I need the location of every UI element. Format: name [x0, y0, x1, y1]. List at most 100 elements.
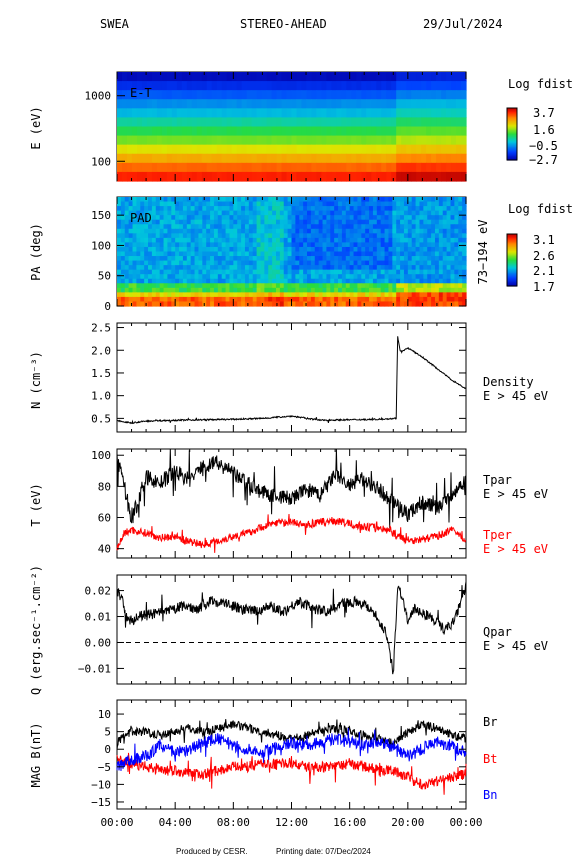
- et-cell: [366, 153, 372, 164]
- pad-cell: [438, 265, 444, 271]
- pad-cell: [124, 251, 130, 257]
- pad-cell: [450, 201, 455, 207]
- et-cell: [386, 90, 392, 100]
- et-colorbar-segment: [507, 152, 517, 155]
- et-cell: [161, 171, 168, 182]
- pad-cell: [279, 269, 285, 275]
- pad-cell: [310, 197, 316, 203]
- et-cell: [156, 108, 163, 119]
- pad-cell: [198, 224, 203, 230]
- et-cell: [296, 171, 303, 182]
- pad-cell: [291, 224, 296, 230]
- pad-cell: [279, 296, 285, 303]
- pad-cell: [434, 256, 440, 262]
- pad-cell: [442, 242, 448, 248]
- pad-cell: [202, 292, 207, 298]
- pad-cell: [128, 292, 134, 298]
- pad-cell: [403, 246, 409, 253]
- pad-cell: [221, 233, 227, 239]
- pad-cell: [369, 292, 374, 298]
- pad-cell: [244, 256, 250, 262]
- pad-cell: [268, 219, 273, 225]
- pad-cell: [148, 256, 153, 262]
- pad-cell: [392, 292, 397, 298]
- et-cell: [146, 126, 153, 137]
- pad-cell: [307, 237, 312, 244]
- pad-cell: [450, 251, 455, 257]
- pad-cell: [268, 233, 273, 239]
- et-colorbar-segment: [507, 127, 517, 130]
- pad-cell: [120, 206, 126, 212]
- pad-cell: [450, 228, 455, 234]
- et-cell: [236, 90, 243, 100]
- pad-cell: [458, 301, 463, 307]
- et-cell: [426, 72, 432, 82]
- pad-cell: [322, 237, 327, 244]
- density-ytick-label: 1.5: [91, 367, 111, 380]
- pad-cell: [380, 233, 386, 239]
- pad-cell: [268, 215, 273, 221]
- pad-cell: [392, 201, 397, 207]
- pad-cell: [202, 287, 207, 293]
- et-cell: [221, 171, 228, 182]
- pad-cell: [434, 269, 440, 275]
- et-cell: [166, 144, 173, 155]
- et-cell: [211, 162, 218, 173]
- pad-cell: [248, 265, 254, 271]
- pad-cell: [380, 283, 386, 289]
- pad-cell: [244, 301, 250, 307]
- pad-cell: [272, 224, 277, 230]
- pad-cell: [283, 260, 289, 266]
- pad-cell: [450, 224, 455, 230]
- pad-cell: [155, 269, 161, 275]
- pad-cell: [446, 278, 452, 284]
- et-cell: [186, 81, 193, 91]
- pad-cell: [283, 210, 289, 216]
- pad-cell: [163, 269, 169, 275]
- et-cell: [256, 171, 263, 182]
- pad-cell: [314, 301, 320, 307]
- pad-cell: [260, 265, 265, 271]
- pad-cell: [384, 215, 390, 221]
- pad-cell: [403, 260, 409, 266]
- pad-cell: [369, 274, 374, 280]
- pad-cell: [225, 210, 231, 216]
- pad-cell: [132, 197, 137, 203]
- pad-cell: [392, 233, 397, 239]
- pad-cell: [264, 283, 269, 289]
- et-cell: [286, 171, 293, 182]
- pad-cell: [341, 228, 347, 234]
- et-cell: [376, 153, 382, 164]
- et-colorbar-segment: [507, 109, 517, 112]
- pad-cell: [310, 283, 316, 289]
- pad-cell: [338, 283, 343, 289]
- et-cell: [261, 162, 268, 173]
- et-colorbar-segment: [507, 126, 517, 129]
- pad-cell: [450, 283, 455, 289]
- pad-cell: [272, 256, 277, 262]
- et-cell: [356, 108, 362, 119]
- et-cell: [117, 135, 123, 146]
- et-cell: [426, 135, 432, 146]
- et-cell: [406, 117, 412, 128]
- et-colorbar-segment: [507, 153, 517, 156]
- pad-cell: [233, 197, 238, 203]
- pad-cell: [241, 237, 246, 244]
- pad-cell: [396, 265, 401, 271]
- pad-cell: [357, 224, 362, 230]
- pad-cell: [198, 210, 203, 216]
- pad-cell: [380, 260, 386, 266]
- pad-cell: [148, 206, 153, 212]
- pad-cell: [120, 246, 126, 253]
- pad-cell: [206, 274, 211, 280]
- pad-cell: [202, 269, 207, 275]
- pad-cell: [310, 269, 316, 275]
- pad-colorbar-segment: [507, 240, 517, 243]
- pad-cell: [400, 287, 405, 293]
- pad-cell: [446, 224, 452, 230]
- et-cell: [431, 153, 437, 164]
- pad-cell: [338, 292, 343, 298]
- et-cell: [366, 117, 372, 128]
- pad-cell: [454, 283, 459, 289]
- et-cell: [166, 99, 173, 109]
